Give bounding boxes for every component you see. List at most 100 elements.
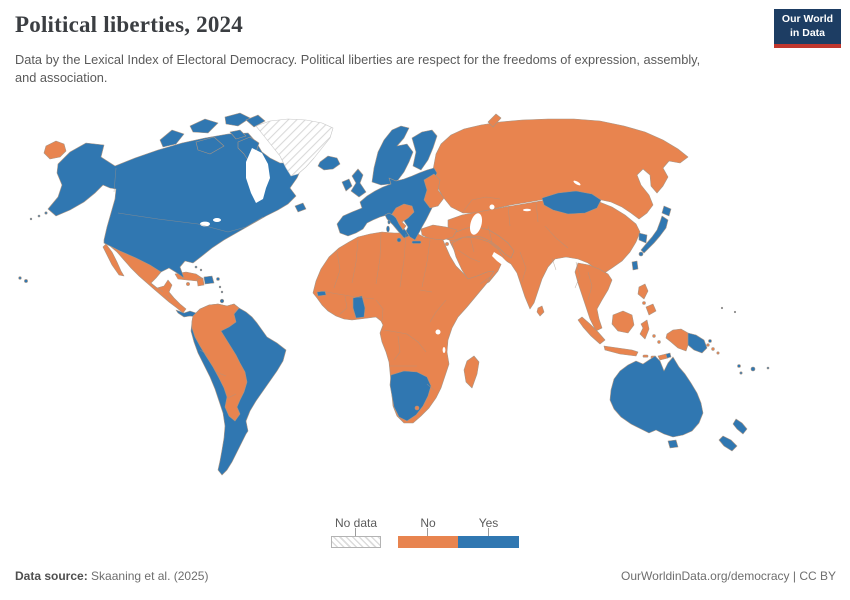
region-southeast-asia[interactable] xyxy=(574,262,613,332)
legend-yes-swatch[interactable] xyxy=(458,536,519,548)
region-arctic-island-5[interactable] xyxy=(229,129,247,140)
region-scandinavia[interactable] xyxy=(371,125,414,186)
region-papua-new-guinea[interactable] xyxy=(687,332,708,354)
region-aleutian-1[interactable] xyxy=(44,211,48,215)
region-greenland[interactable] xyxy=(255,118,334,177)
region-iceland[interactable] xyxy=(317,155,341,171)
region-trinidad[interactable] xyxy=(219,298,225,304)
legend-no-data-swatch[interactable] xyxy=(331,536,381,548)
region-visayas[interactable] xyxy=(642,301,646,305)
region-nz-north[interactable] xyxy=(732,418,748,435)
legend-tick-no-data xyxy=(355,528,356,536)
region-dominican-republic[interactable] xyxy=(203,275,215,285)
region-novaya-zemlya[interactable] xyxy=(487,113,502,128)
attribution-link[interactable]: OurWorldinData.org/democracy | CC BY xyxy=(621,569,836,583)
legend-no-data-label: No data xyxy=(334,516,378,530)
region-jamaica[interactable] xyxy=(186,282,190,286)
region-usa-canada[interactable] xyxy=(47,132,303,279)
region-ghana[interactable] xyxy=(352,295,366,319)
region-lesser-antilles-1[interactable] xyxy=(218,285,222,289)
region-sardinia[interactable] xyxy=(386,225,390,233)
region-lesser-antilles-2[interactable] xyxy=(220,290,224,294)
page-subtitle: Data by the Lexical Index of Electoral D… xyxy=(15,52,701,85)
region-mongolia[interactable] xyxy=(541,190,602,215)
legend-tick-yes xyxy=(488,528,489,536)
region-ukraine-belarus[interactable] xyxy=(423,173,445,209)
region-micronesia-2[interactable] xyxy=(733,310,737,314)
region-southern-africa[interactable] xyxy=(389,370,432,422)
region-balkans[interactable] xyxy=(391,203,415,231)
region-new-britain[interactable] xyxy=(708,339,712,343)
legend-no-label[interactable]: No xyxy=(420,516,436,530)
region-sumatra[interactable] xyxy=(577,316,606,345)
region-moluccas-1[interactable] xyxy=(652,334,656,338)
region-fiji[interactable] xyxy=(750,366,756,372)
region-vanuatu-2[interactable] xyxy=(739,371,743,375)
region-kyushu[interactable] xyxy=(638,251,644,257)
region-lesotho[interactable] xyxy=(414,405,420,411)
region-hawaii-2[interactable] xyxy=(24,279,28,283)
region-africa[interactable] xyxy=(312,229,495,424)
region-south-korea[interactable] xyxy=(638,232,648,244)
region-australia[interactable] xyxy=(609,355,704,438)
legend-no-swatch[interactable] xyxy=(398,536,458,548)
region-haiti[interactable] xyxy=(196,277,205,287)
region-solomon-1[interactable] xyxy=(706,343,710,347)
region-sulawesi[interactable] xyxy=(639,319,650,340)
region-arctic-island-3[interactable] xyxy=(224,112,251,127)
region-tasmania[interactable] xyxy=(667,439,679,449)
region-lesser-sunda-1[interactable] xyxy=(642,354,649,358)
region-corsica[interactable] xyxy=(387,219,391,225)
region-puerto-rico[interactable] xyxy=(216,277,220,281)
data-source-text: Skaaning et al. (2025) xyxy=(87,569,209,583)
region-newfoundland[interactable] xyxy=(294,202,307,213)
region-java[interactable] xyxy=(603,345,639,357)
region-chukotka[interactable] xyxy=(43,140,67,160)
region-sri-lanka[interactable] xyxy=(536,305,545,317)
region-west-new-guinea[interactable] xyxy=(665,328,689,352)
region-solomon-3[interactable] xyxy=(716,351,720,355)
region-tonga[interactable] xyxy=(766,366,770,370)
region-arctic-island-2[interactable] xyxy=(189,118,219,134)
region-ireland[interactable] xyxy=(341,178,353,192)
region-crete[interactable] xyxy=(411,240,422,244)
region-solomon-2[interactable] xyxy=(711,347,715,351)
region-taiwan[interactable] xyxy=(631,260,639,271)
region-vanuatu-1[interactable] xyxy=(737,364,741,368)
region-mindanao[interactable] xyxy=(645,303,657,316)
water-lake-victoria xyxy=(435,329,441,335)
region-luzon[interactable] xyxy=(637,283,649,300)
region-arctic-island-4[interactable] xyxy=(245,114,266,128)
region-moluccas-2[interactable] xyxy=(657,340,661,344)
region-united-kingdom[interactable] xyxy=(350,168,367,198)
water-lake-baikal xyxy=(573,180,581,186)
region-hokkaido[interactable] xyxy=(661,205,672,217)
region-micronesia-1[interactable] xyxy=(720,306,724,310)
data-source-note: Data source: Skaaning et al. (2025) xyxy=(15,569,208,583)
owid-logo[interactable]: Our World in Data xyxy=(774,9,841,48)
legend-yes-label[interactable]: Yes xyxy=(478,516,499,530)
region-aleutian-3[interactable] xyxy=(29,217,33,221)
region-russia[interactable] xyxy=(432,118,689,220)
region-baja-california[interactable] xyxy=(102,243,125,277)
region-mexico[interactable] xyxy=(103,242,187,314)
region-hawaii[interactable] xyxy=(18,276,22,280)
region-sicily[interactable] xyxy=(396,237,402,243)
region-madagascar[interactable] xyxy=(463,355,480,389)
region-aleutian-2[interactable] xyxy=(37,214,41,218)
region-turkey[interactable] xyxy=(420,224,458,241)
region-honshu[interactable] xyxy=(640,215,669,254)
region-bahamas-2[interactable] xyxy=(199,268,203,272)
region-arctic-island-1[interactable] xyxy=(159,129,185,148)
region-bahamas[interactable] xyxy=(194,265,198,269)
region-cyprus[interactable] xyxy=(445,242,449,246)
region-andean-belt[interactable] xyxy=(191,303,248,422)
region-borneo[interactable] xyxy=(611,310,635,334)
water-lake-balkhash xyxy=(523,208,531,212)
region-victoria-island[interactable] xyxy=(195,136,225,155)
region-finland[interactable] xyxy=(411,129,438,171)
region-east-timor[interactable] xyxy=(665,352,672,359)
region-nz-south[interactable] xyxy=(718,435,738,452)
